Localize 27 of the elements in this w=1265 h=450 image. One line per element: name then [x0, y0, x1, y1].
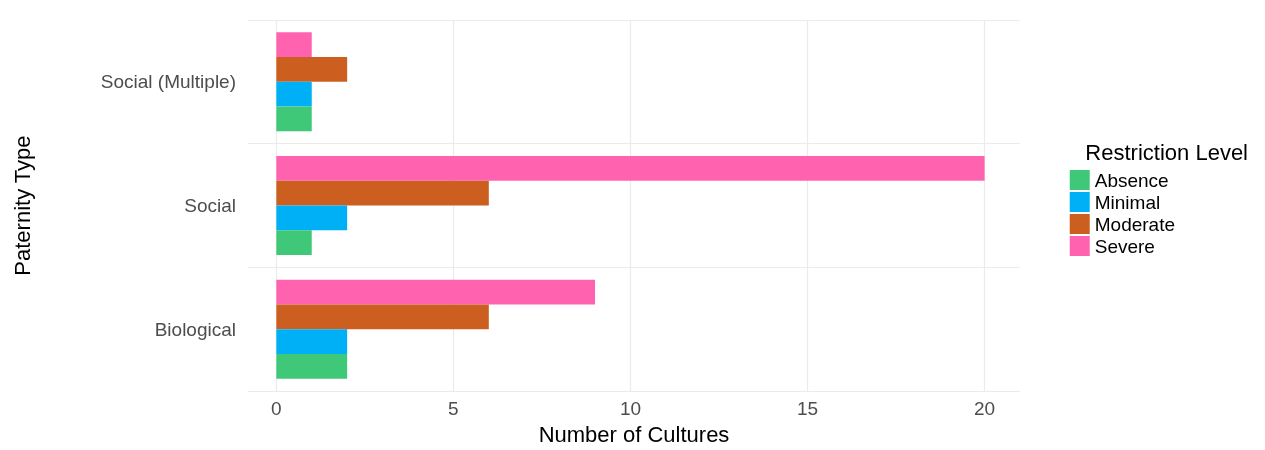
- x-tick-label: 15: [796, 398, 819, 420]
- bar: [276, 353, 348, 379]
- legend-label: Moderate: [1094, 213, 1176, 235]
- bar: [276, 32, 312, 58]
- y-tick-label: Social (Multiple): [100, 71, 236, 93]
- legend-label: Absence: [1094, 169, 1169, 191]
- x-tick-label: 5: [448, 398, 459, 420]
- bar: [276, 279, 596, 305]
- bar: [276, 81, 312, 107]
- bar: [276, 304, 489, 330]
- bar: [276, 156, 985, 181]
- y-axis-title: Paternity Type: [9, 135, 35, 276]
- legend-label: Minimal: [1094, 191, 1161, 213]
- legend-title: Restriction Level: [1085, 139, 1249, 165]
- x-tick-label: 20: [974, 398, 996, 420]
- x-axis-title: Number of Cultures: [538, 421, 730, 447]
- bar: [276, 106, 312, 132]
- bar: [276, 205, 348, 231]
- bar: [276, 230, 312, 256]
- legend-label: Severe: [1094, 235, 1155, 257]
- x-tick-label: 0: [271, 398, 282, 420]
- y-tick-label: Biological: [154, 318, 236, 340]
- x-tick-label: 10: [619, 398, 642, 420]
- bar: [276, 329, 348, 354]
- bar: [276, 180, 489, 206]
- y-tick-label: Social: [184, 195, 236, 217]
- bar: [276, 57, 348, 82]
